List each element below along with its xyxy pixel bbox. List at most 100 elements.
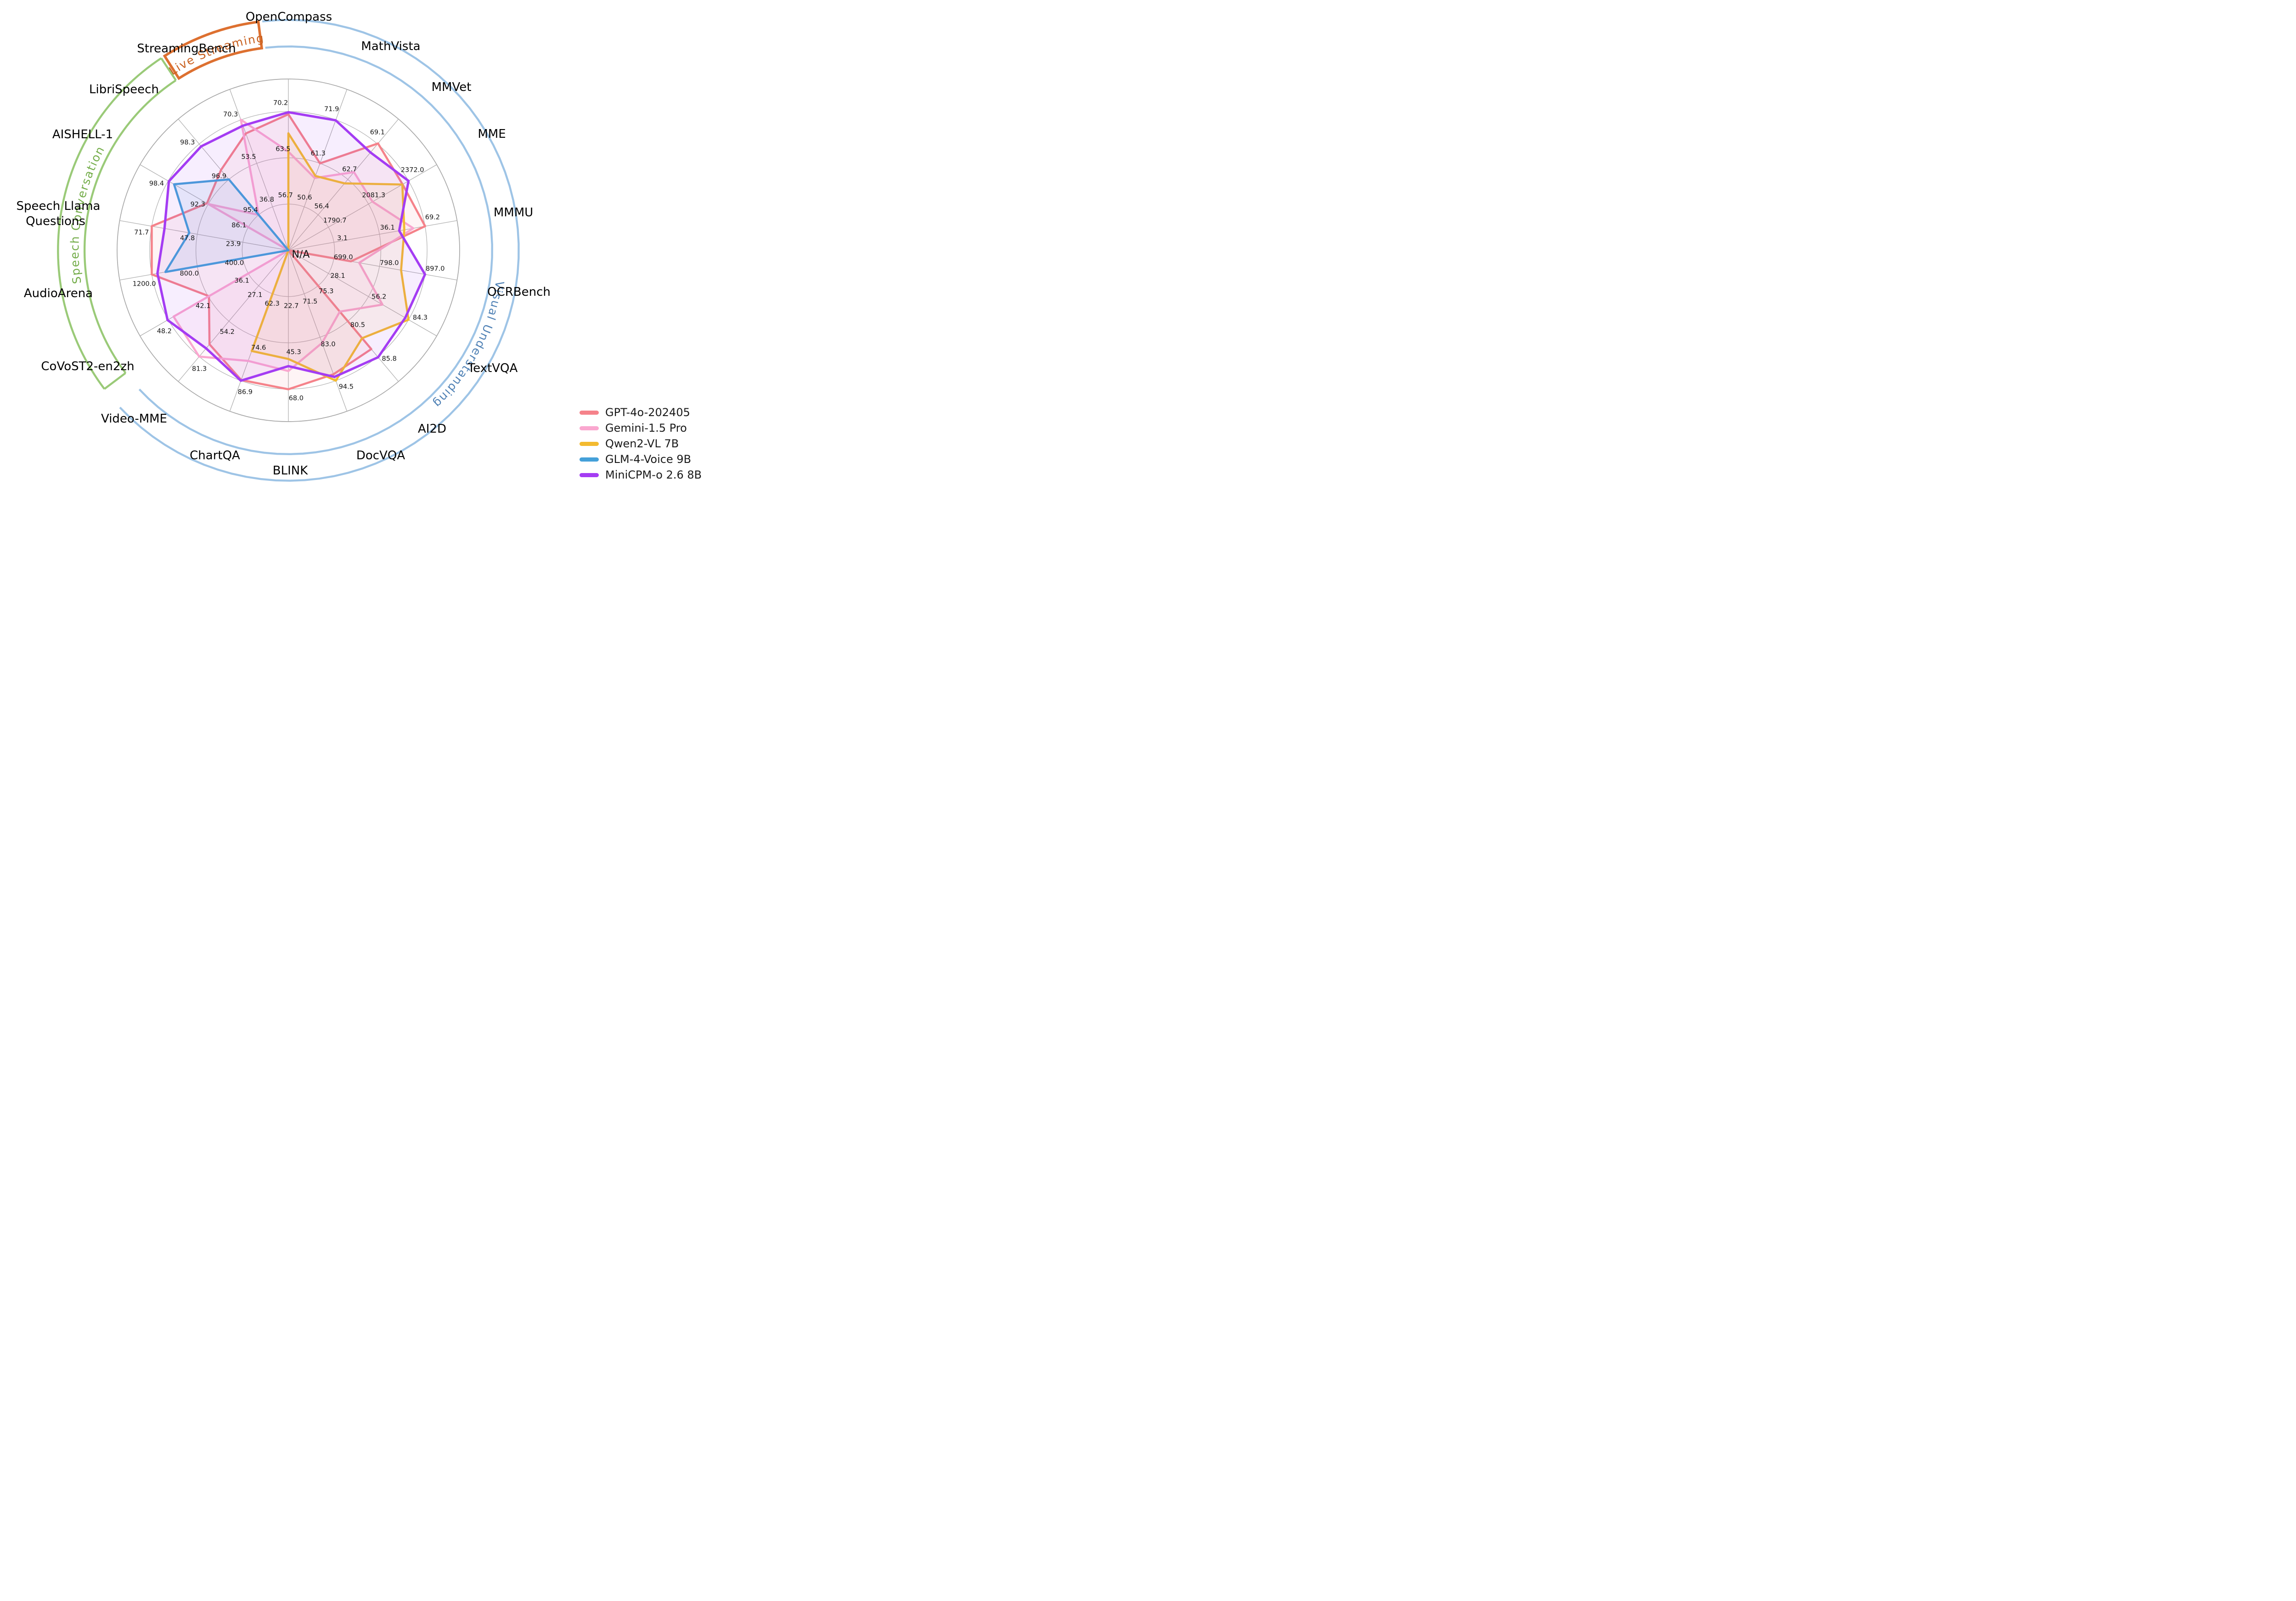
legend-label-MiniCPM-o 2.6 8B: MiniCPM-o 2.6 8B (605, 468, 702, 481)
tick-label-DocVQA-2: 94.5 (339, 383, 354, 391)
tick-label-MME-0: 1790.7 (323, 217, 347, 224)
category-band-cap-Speech Conversation-1 (160, 57, 177, 81)
tick-label-MME-1: 2081.3 (362, 192, 385, 199)
radar-chart-figure: 56.7 63.5 70.2 50.6 61.3 71.9 56.4 62.7 69.1 1790… (0, 0, 709, 485)
legend-item-Gemini-1.5 Pro: Gemini-1.5 Pro (580, 422, 687, 434)
tick-label-StreamingBench-1: 53.5 (241, 153, 256, 161)
axis-label-OpenCompass: OpenCompass (246, 10, 332, 24)
tick-label-BLINK-1: 45.3 (286, 349, 301, 356)
tick-label-ChartQA-0: 62.3 (265, 300, 280, 307)
legend-swatch-GPT-4o-202405 (580, 411, 599, 415)
tick-label-TextVQA-1: 56.2 (371, 293, 386, 301)
category-band-cap-Speech Conversation-0 (104, 372, 126, 390)
axis-label-AI2D: AI2D (418, 422, 446, 436)
tick-label-MMVet-0: 56.4 (314, 203, 329, 210)
tick-label-Video-MME-2: 81.3 (192, 365, 207, 372)
tick-label-MathVista-0: 50.6 (297, 194, 312, 202)
tick-label-Video-MME-0: 27.1 (248, 291, 262, 299)
axis-line-Speech Llama Questions (119, 220, 289, 251)
tick-label-AISHELL-1-1: 92.3 (191, 201, 205, 208)
axis-label-ChartQA: ChartQA (190, 449, 240, 462)
axis-label-CoVoST2-en2zh: CoVoST2-en2zh (41, 360, 134, 373)
tick-label-ChartQA-1: 74.6 (251, 344, 266, 352)
axis-label-AudioArena: AudioArena (24, 287, 93, 300)
tick-label-DocVQA-1: 83.0 (321, 341, 335, 348)
tick-label-MMMU-2: 69.2 (425, 214, 440, 221)
axis-label-DocVQA: DocVQA (356, 449, 405, 462)
axis-label-Speech Llama Questions-line1: Speech Llama (17, 199, 101, 213)
category-band-inner-Speech Conversation (83, 79, 177, 374)
axis-label-MME: MME (478, 127, 506, 141)
category-band-outer-Visual Understanding (119, 19, 520, 482)
legend-swatch-MiniCPM-o 2.6 8B (580, 473, 599, 477)
tick-label-StreamingBench-0: 36.8 (259, 196, 274, 203)
axis-label-BLINK: BLINK (273, 464, 308, 478)
tick-label-AISHELL-1-0: 86.1 (231, 222, 246, 229)
legend-item-GLM-4-Voice 9B: GLM-4-Voice 9B (580, 453, 691, 466)
tick-label-OCRBench-2: 897.0 (426, 265, 445, 272)
radar-chart: 56.7 63.5 70.2 50.6 61.3 71.9 56.4 62.7 69.1 1790… (17, 10, 702, 482)
tick-label-Speech Llama Questions-0: 23.9 (226, 240, 241, 248)
tick-label-BLINK-2: 68.0 (289, 395, 304, 402)
tick-label-CoVoST2-en2zh-2: 48.2 (157, 327, 172, 335)
tick-label-LibriSpeech-0: 95.4 (243, 207, 258, 214)
tick-label-CoVoST2-en2zh-1: 42.1 (196, 303, 210, 310)
tick-label-MMMU-0: 3.1 (337, 235, 348, 242)
tick-label-MathVista-1: 61.3 (311, 150, 326, 157)
tick-labels: 56.7 63.5 70.2 50.6 61.3 71.9 56.4 62.7 69.1 1790… (133, 99, 445, 402)
tick-label-AISHELL-1-2: 98.4 (149, 180, 164, 187)
axis-line-MathVista (288, 89, 348, 251)
category-bands (57, 19, 520, 482)
tick-label-OpenCompass-0: 56.7 (278, 192, 293, 199)
tick-label-ChartQA-2: 86.9 (238, 389, 253, 396)
axis-label-StreamingBench: StreamingBench (137, 42, 236, 56)
tick-label-MME-2: 2372.0 (401, 167, 424, 174)
axis-label-TextVQA: TextVQA (467, 361, 518, 375)
legend-item-Qwen2-VL 7B: Qwen2-VL 7B (580, 437, 679, 450)
tick-label-StreamingBench-2: 70.3 (223, 111, 238, 118)
axis-line-Video-MME (178, 250, 289, 382)
axis-line-TextVQA (288, 250, 437, 337)
na-label: N/A (292, 249, 310, 260)
axis-label-MMMU: MMMU (494, 206, 533, 220)
axis-line-StreamingBench (229, 89, 289, 251)
axis-label-Video-MME: Video-MME (101, 412, 167, 426)
tick-label-LibriSpeech-2: 98.3 (180, 139, 195, 146)
tick-label-AudioArena-1: 800.0 (180, 270, 199, 277)
category-band-outer-Speech Conversation (57, 57, 162, 390)
series-polygon-Qwen2-VL 7B (250, 132, 410, 382)
legend: GPT-4o-202405 Gemini-1.5 Pro Qwen2-VL 7B GL… (580, 406, 702, 481)
tick-label-MMVet-1: 62.7 (342, 166, 357, 173)
axis-labels: OpenCompass MathVista MMVet MME MMMU OCRBench… (17, 10, 551, 478)
category-band-Live Streaming (163, 20, 264, 80)
legend-label-GPT-4o-202405: GPT-4o-202405 (605, 406, 690, 419)
tick-label-OpenCompass-1: 63.5 (276, 146, 290, 153)
legend-label-GLM-4-Voice 9B: GLM-4-Voice 9B (605, 453, 691, 466)
series-polygon-MiniCPM-o 2.6 8B (156, 111, 427, 382)
tick-label-OCRBench-0: 699.0 (334, 254, 353, 261)
tick-label-OpenCompass-2: 70.2 (273, 99, 288, 107)
axis-label-Speech Llama Questions-line2: Questions (26, 214, 85, 228)
legend-label-Gemini-1.5 Pro: Gemini-1.5 Pro (605, 422, 687, 434)
tick-label-TextVQA-2: 84.3 (413, 314, 428, 321)
series-polygon-GLM-4-Voice 9B (164, 178, 290, 273)
axis-label-LibriSpeech: LibriSpeech (89, 83, 159, 96)
legend-swatch-GLM-4-Voice 9B (580, 457, 599, 462)
tick-label-Video-MME-1: 54.2 (220, 328, 235, 336)
axis-line-MME (288, 164, 437, 251)
legend-swatch-Qwen2-VL 7B (580, 442, 599, 446)
tick-label-BLINK-0: 22.7 (284, 303, 298, 310)
category-band-inner-Visual Understanding (138, 45, 493, 456)
tick-label-AudioArena-2: 1200.0 (133, 280, 156, 288)
axis-label-AISHELL-1: AISHELL-1 (52, 128, 113, 141)
axis-label-OCRBench: OCRBench (487, 285, 551, 299)
axis-label-MMVet: MMVet (432, 80, 472, 94)
legend-item-GPT-4o-202405: GPT-4o-202405 (580, 406, 690, 419)
tick-label-AI2D-0: 75.3 (319, 288, 333, 295)
tick-label-MathVista-2: 71.9 (324, 106, 339, 113)
tick-label-Speech Llama Questions-2: 71.7 (134, 229, 149, 237)
legend-label-Qwen2-VL 7B: Qwen2-VL 7B (605, 437, 679, 450)
tick-label-OCRBench-1: 798.0 (380, 259, 399, 267)
tick-label-MMMU-1: 36.1 (380, 224, 395, 231)
tick-label-MMVet-2: 69.1 (370, 129, 385, 136)
